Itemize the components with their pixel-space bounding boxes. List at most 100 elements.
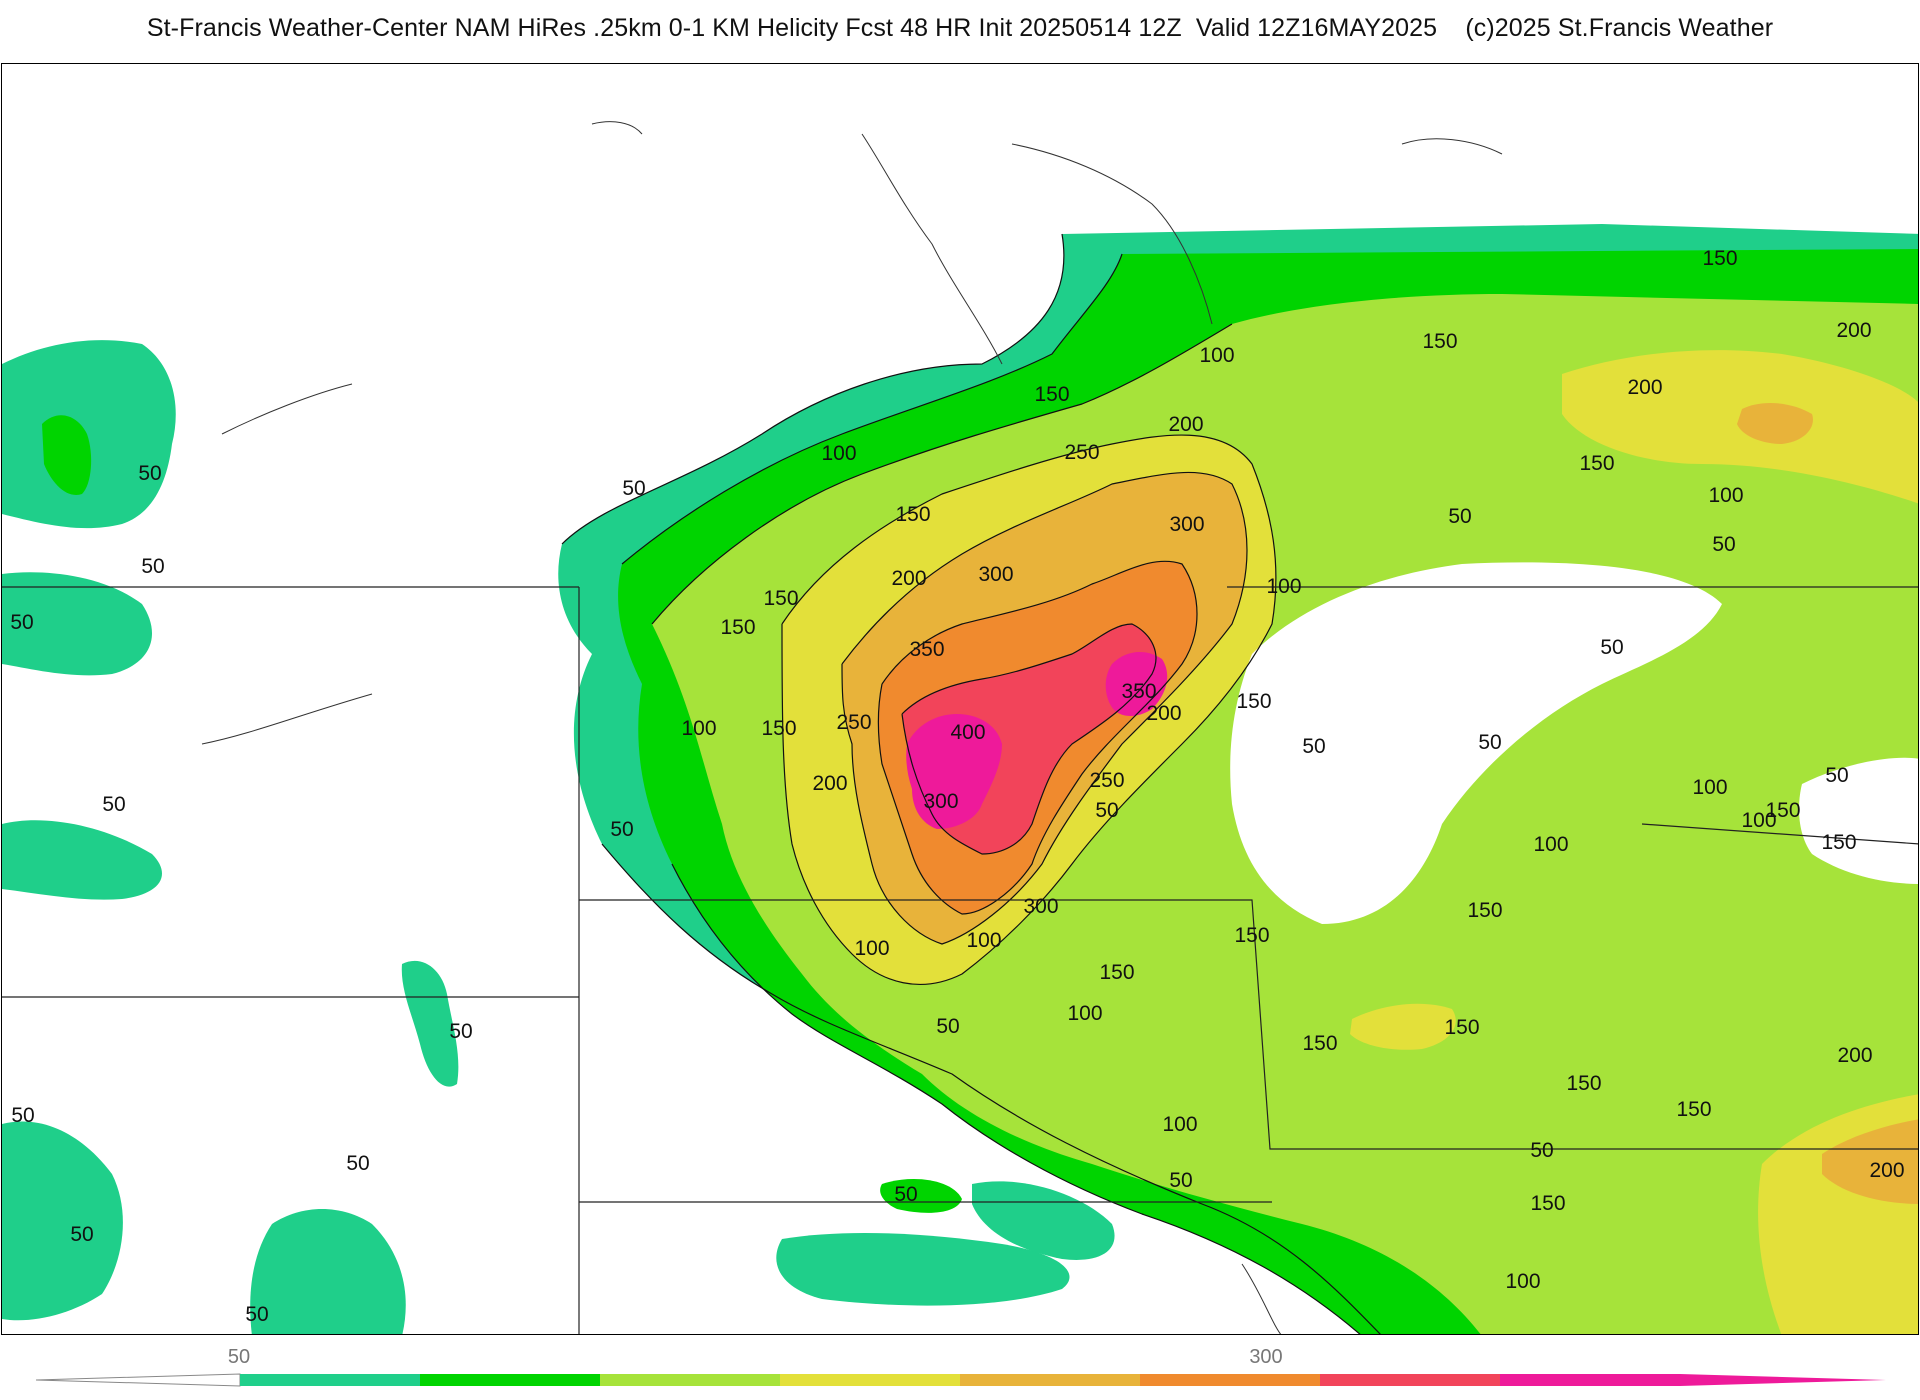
contour-label-150: 150 [1566, 1072, 1601, 1095]
colorbar-swatch [600, 1374, 781, 1386]
contour-label-100: 100 [1505, 1270, 1540, 1293]
colorbar-swatch [1140, 1374, 1321, 1386]
contour-label-150: 150 [1821, 831, 1856, 854]
colorbar-swatch [780, 1374, 961, 1386]
contour-label-50: 50 [1825, 764, 1848, 787]
contour-label-150: 150 [763, 587, 798, 610]
low-helicity-hole-east [1230, 562, 1722, 924]
colorbar-swatch [960, 1374, 1141, 1386]
contour-label-50: 50 [10, 611, 33, 634]
contour-label-100: 100 [1266, 575, 1301, 598]
helicity-map[interactable]: 50 50 50 50 50 50 50 50 50 50 50 50 50 50 50 50 50 50 50 50… [2, 64, 1919, 1335]
contour-label-50: 50 [894, 1183, 917, 1206]
contour-label-100: 100 [1067, 1002, 1102, 1025]
contour-label-50: 50 [1448, 505, 1471, 528]
contour-label-150: 150 [1234, 924, 1269, 947]
contour-label-50: 50 [245, 1303, 268, 1326]
colorbar-swatch [420, 1374, 601, 1386]
contour-label-100: 100 [1741, 809, 1776, 832]
colorbar-under-arrow [35, 1373, 241, 1387]
contour-label-200: 200 [1869, 1159, 1904, 1182]
contour-label-50: 50 [346, 1152, 369, 1175]
contour-label-50: 50 [1712, 533, 1735, 556]
contour-label-250: 250 [836, 711, 871, 734]
contour-label-150: 150 [1702, 247, 1737, 270]
contour-label-50: 50 [1530, 1139, 1553, 1162]
band-250-se-patch [1822, 1119, 1918, 1204]
band-50-small-patch [401, 960, 459, 1087]
contour-label-150: 150 [1467, 899, 1502, 922]
contour-label-50: 50 [1478, 731, 1501, 754]
contour-label-200: 200 [1837, 1044, 1872, 1067]
contour-lines [561, 233, 1381, 1334]
band-200-central-patch [1350, 1003, 1456, 1050]
contour-label-100: 100 [1162, 1113, 1197, 1136]
contour-label-300: 300 [978, 563, 1013, 586]
contour-label-200: 200 [891, 567, 926, 590]
contour-label-100: 100 [1692, 776, 1727, 799]
contour-label-150: 150 [761, 717, 796, 740]
colorbar-swatches [35, 1373, 1886, 1387]
contour-label-50: 50 [102, 793, 125, 816]
low-helicity-hole-far-east [1799, 757, 1918, 884]
band-50-s-patch-2 [972, 1181, 1115, 1260]
band-50-nw-patch [2, 340, 176, 529]
contour-label-50: 50 [141, 555, 164, 578]
contour-label-100: 100 [681, 717, 716, 740]
contour-label-250: 250 [1089, 769, 1124, 792]
contour-label-100: 100 [1533, 833, 1568, 856]
contour-labels: 50 50 50 50 50 50 50 50 50 50 50 50 50 50 50 50 50 50 50 50… [10, 247, 1904, 1326]
band-250-ne-patch [1737, 402, 1813, 444]
contour-label-200: 200 [1627, 376, 1662, 399]
helicity-fill-layer [2, 224, 1918, 1334]
contour-label-200: 200 [1168, 413, 1203, 436]
contour-label-150: 150 [1236, 690, 1271, 713]
contour-label-50: 50 [1302, 735, 1325, 758]
band-400-core-west [906, 714, 1002, 829]
contour-label-100: 100 [821, 442, 856, 465]
contour-label-200: 200 [812, 772, 847, 795]
band-100-s-patch [880, 1179, 962, 1213]
contour-label-100: 100 [966, 929, 1001, 952]
contour-label-250: 250 [1064, 441, 1099, 464]
contour-label-150: 150 [1302, 1032, 1337, 1055]
contour-label-400: 400 [950, 721, 985, 744]
contour-label-300: 300 [1023, 895, 1058, 918]
contour-label-100: 100 [1199, 344, 1234, 367]
contour-label-50: 50 [622, 477, 645, 500]
contour-label-50: 50 [138, 462, 161, 485]
contour-label-350: 350 [1121, 680, 1156, 703]
contour-label-50: 50 [936, 1015, 959, 1038]
colorbar-swatch [240, 1374, 421, 1386]
band-50-sw-patch [2, 1121, 123, 1321]
contour-label-150: 150 [1579, 452, 1614, 475]
contour-label-150: 150 [1765, 799, 1800, 822]
colorbar-swatch [1500, 1374, 1681, 1386]
contour-label-200: 200 [1836, 319, 1871, 342]
colorbar-swatch [1320, 1374, 1501, 1386]
colorbar-tick-50: 50 [227, 1346, 251, 1368]
band-50-w-patch [2, 572, 152, 676]
colorbar [35, 1373, 1886, 1387]
contour-label-150: 150 [1422, 330, 1457, 353]
contour-label-150: 150 [1676, 1098, 1711, 1121]
contour-label-150: 150 [1444, 1016, 1479, 1039]
contour-label-50: 50 [1600, 636, 1623, 659]
contour-label-150: 150 [720, 616, 755, 639]
contour-label-350: 350 [909, 638, 944, 661]
contour-label-150: 150 [1099, 961, 1134, 984]
map-panel[interactable]: 50 50 50 50 50 50 50 50 50 50 50 50 50 50 50 50 50 50 50 50… [1, 63, 1919, 1335]
band-50-sw-patch-2 [250, 1209, 406, 1334]
colorbar-tick-300: 300 [1249, 1346, 1283, 1368]
coastlines-and-lakes [201, 121, 1503, 1334]
contour-label-50: 50 [70, 1223, 93, 1246]
band-50-s-patch [776, 1232, 1070, 1306]
contour-label-50: 50 [11, 1104, 34, 1127]
band-100-nw-core [42, 415, 92, 495]
contour-label-300: 300 [923, 790, 958, 813]
band-400-core-east [1105, 652, 1168, 716]
contour-label-150: 150 [1530, 1192, 1565, 1215]
contour-label-50: 50 [610, 818, 633, 841]
contour-label-150: 150 [1034, 383, 1069, 406]
contour-label-50: 50 [449, 1020, 472, 1043]
